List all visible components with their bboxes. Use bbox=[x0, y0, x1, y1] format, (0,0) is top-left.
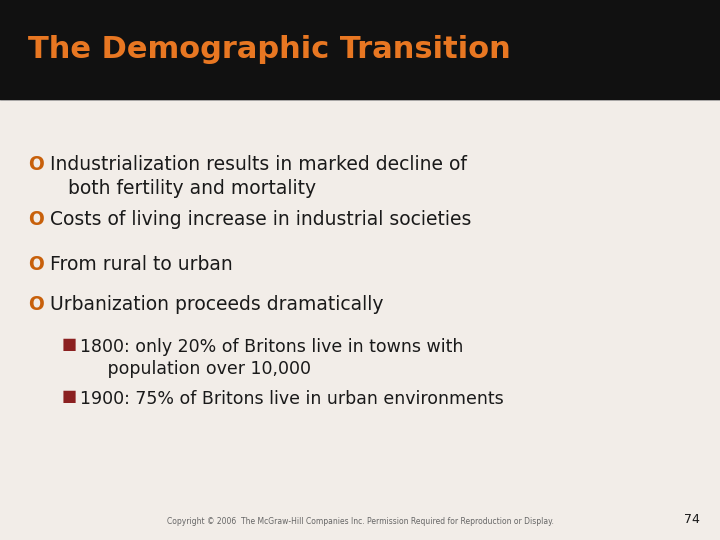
Text: 74: 74 bbox=[684, 513, 700, 526]
Text: Costs of living increase in industrial societies: Costs of living increase in industrial s… bbox=[50, 210, 472, 229]
Text: O: O bbox=[28, 210, 44, 229]
Text: ■: ■ bbox=[62, 389, 77, 404]
Text: O: O bbox=[28, 255, 44, 274]
Text: O: O bbox=[28, 295, 44, 314]
Text: 1800: only 20% of Britons live in towns with
     population over 10,000: 1800: only 20% of Britons live in towns … bbox=[80, 338, 464, 378]
Text: ■: ■ bbox=[62, 337, 77, 352]
Text: Urbanization proceeds dramatically: Urbanization proceeds dramatically bbox=[50, 295, 384, 314]
Bar bbox=[0, 0, 720, 100]
Text: The Demographic Transition: The Demographic Transition bbox=[28, 36, 510, 64]
Text: Copyright © 2006  The McGraw-Hill Companies Inc. Permission Required for Reprodu: Copyright © 2006 The McGraw-Hill Compani… bbox=[166, 517, 554, 526]
Text: 1900: 75% of Britons live in urban environments: 1900: 75% of Britons live in urban envir… bbox=[80, 390, 504, 408]
Text: From rural to urban: From rural to urban bbox=[50, 255, 233, 274]
Text: Industrialization results in marked decline of
   both fertility and mortality: Industrialization results in marked decl… bbox=[50, 155, 467, 198]
Text: O: O bbox=[28, 155, 44, 174]
